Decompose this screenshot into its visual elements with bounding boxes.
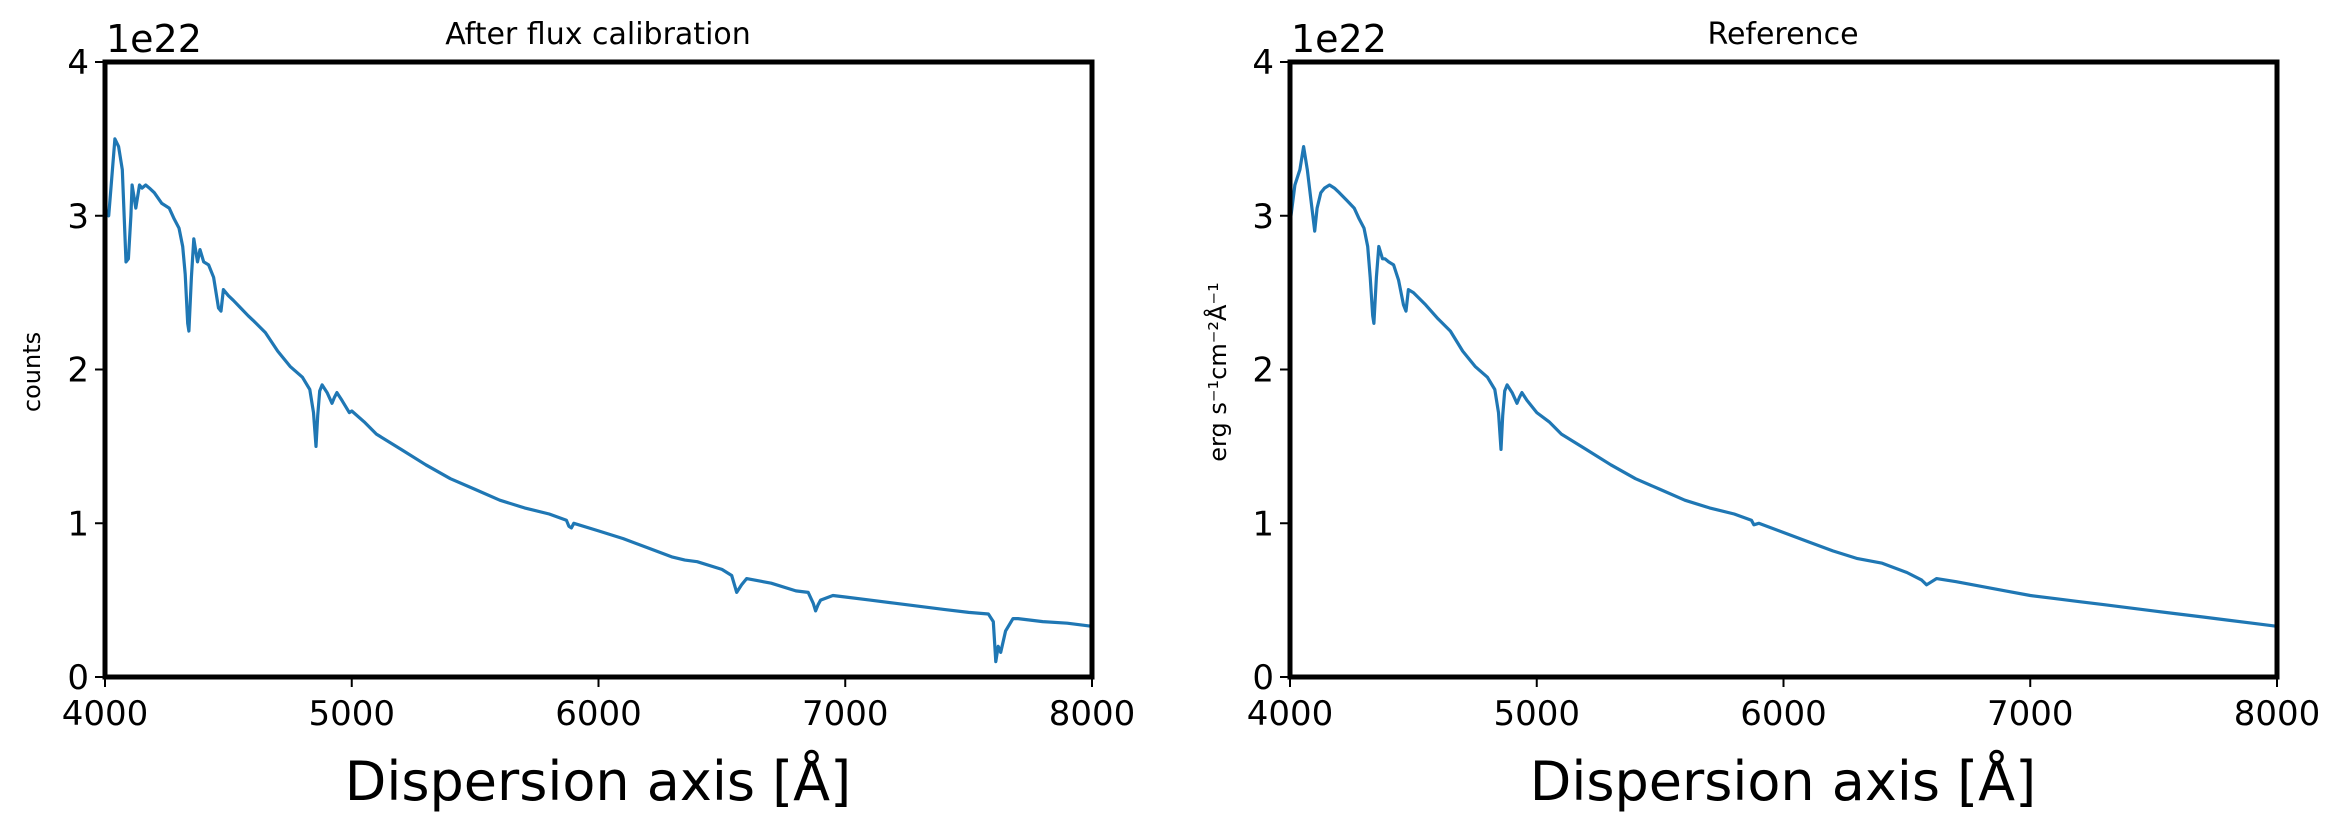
- x-tick-label: 7000: [802, 694, 889, 734]
- y-tick-label: 3: [67, 197, 89, 237]
- x-tick-label: 4000: [1247, 694, 1334, 734]
- x-tick-label: 8000: [2234, 694, 2321, 734]
- y-tick-label: 4: [1252, 43, 1274, 83]
- x-tick-label: 5000: [308, 694, 395, 734]
- ticks: 4000 5000 6000 7000 8000 0 1 2 3 4: [1247, 43, 2321, 734]
- x-tick-label: 6000: [555, 694, 642, 734]
- y-axis-label: erg s⁻¹cm⁻²Å⁻¹: [1203, 282, 1232, 461]
- series-line: [1288, 145, 2278, 628]
- y-offset-label: 1e22: [1291, 17, 1387, 61]
- y-tick-label: 4: [67, 43, 89, 83]
- y-offset-label: 1e22: [106, 17, 202, 61]
- series-line: [103, 137, 1093, 664]
- plot-frame: [1287, 59, 2280, 680]
- x-axis-label: Dispersion axis [Å]: [345, 749, 851, 813]
- panel-title: Reference: [1707, 17, 1858, 52]
- x-tick-label: 5000: [1493, 694, 1580, 734]
- y-tick-label: 2: [1252, 351, 1274, 391]
- panel-title: After flux calibration: [445, 17, 751, 52]
- panel-reference: Reference 1e22 erg s⁻¹cm⁻²Å⁻¹ Dispersion…: [1203, 17, 2320, 813]
- y-tick-label: 1: [1252, 504, 1274, 544]
- panel-after-flux-calibration: After flux calibration 1e22 counts Dispe…: [18, 17, 1135, 813]
- y-tick-label: 0: [1252, 658, 1274, 698]
- y-tick-label: 0: [67, 658, 89, 698]
- y-tick-label: 1: [67, 504, 89, 544]
- x-tick-label: 6000: [1740, 694, 1827, 734]
- plot-frame: [102, 59, 1095, 680]
- x-tick-label: 7000: [1987, 694, 2074, 734]
- x-tick-label: 8000: [1049, 694, 1136, 734]
- x-tick-label: 4000: [62, 694, 149, 734]
- y-axis-label: counts: [18, 332, 46, 412]
- y-tick-label: 2: [67, 351, 89, 391]
- y-tick-label: 3: [1252, 197, 1274, 237]
- x-axis-label: Dispersion axis [Å]: [1530, 749, 2036, 813]
- ticks: 4000 5000 6000 7000 8000 0 1 2 3 4: [62, 43, 1136, 734]
